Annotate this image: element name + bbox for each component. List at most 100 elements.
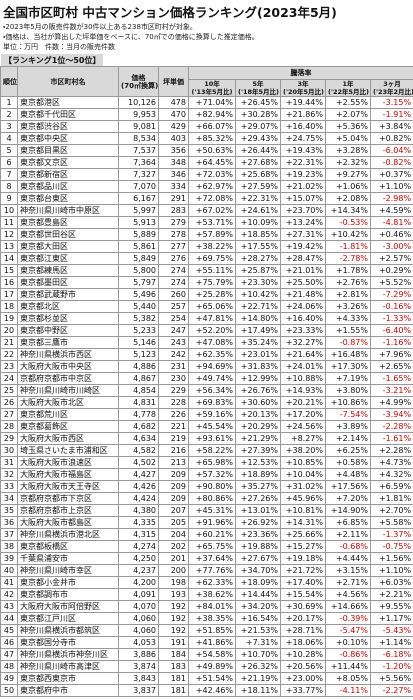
table-row: 18 東京都北区 5,440 257 +65.06% +22.71% +24.06% +3.2… bbox=[0, 300, 413, 313]
value-cell: -6.40% bbox=[369, 324, 413, 337]
value-cell: 277 bbox=[158, 240, 189, 253]
head-cell: 坪単価 bbox=[158, 66, 189, 97]
value-cell: -6.04% bbox=[369, 144, 413, 157]
value-cell: 7,364 bbox=[118, 156, 159, 169]
head-text: 3ヶ月 bbox=[383, 80, 401, 89]
value-cell: +17.20% bbox=[280, 408, 326, 421]
value-cell: 183 bbox=[158, 660, 189, 673]
value-cell: +51.85% bbox=[188, 624, 236, 637]
value-cell: +2.28% bbox=[369, 444, 413, 457]
rank-cell: 31 bbox=[0, 456, 18, 469]
value-cell: +32.27% bbox=[280, 336, 326, 349]
name-cell: 東京都葛飾区 bbox=[17, 420, 119, 433]
value-cell: +19.88% bbox=[235, 540, 281, 553]
head-text: ('23年2月比) bbox=[373, 88, 413, 96]
value-cell: +20.21% bbox=[280, 396, 326, 409]
value-cell: +19.18% bbox=[280, 552, 326, 565]
value-cell: 4,502 bbox=[118, 456, 159, 469]
value-cell: -2.98% bbox=[369, 192, 413, 205]
value-cell: +4.59% bbox=[369, 204, 413, 217]
rank-cell: 47 bbox=[0, 648, 18, 661]
table-row: 14 東京都江東区 5,849 276 +69.75% +28.27% +28.47% -2.… bbox=[0, 252, 413, 265]
value-cell: 5,233 bbox=[118, 324, 159, 337]
name-cell: 大阪府大阪市西区 bbox=[17, 432, 119, 445]
value-cell: -1.37% bbox=[369, 528, 413, 541]
value-cell: 257 bbox=[158, 300, 189, 313]
value-cell: 204 bbox=[158, 528, 189, 541]
table-row: 19 東京都杉並区 5,382 254 +47.81% +14.80% +16.40% +4.… bbox=[0, 312, 413, 325]
value-cell: +3.15% bbox=[325, 564, 371, 577]
value-cell: +25.28% bbox=[188, 288, 236, 301]
value-cell: 274 bbox=[158, 264, 189, 277]
value-cell: +12.99% bbox=[235, 372, 281, 385]
table-row: 23 大阪府大阪市中央区 4,886 231 +94.69% +31.83% +24.01%… bbox=[0, 360, 413, 373]
value-cell: 478 bbox=[158, 96, 189, 109]
value-cell: +69.75% bbox=[188, 252, 236, 265]
value-cell: 229 bbox=[158, 384, 189, 397]
value-cell: +25.50% bbox=[280, 276, 326, 289]
value-cell: 279 bbox=[158, 216, 189, 229]
value-cell: +23.70% bbox=[280, 204, 326, 217]
name-cell: 京都府京都市中京区 bbox=[17, 372, 119, 385]
value-cell: 209 bbox=[158, 480, 189, 493]
value-cell: 4,831 bbox=[118, 396, 159, 409]
value-cell: +72.03% bbox=[188, 168, 236, 181]
rank-cell: 2 bbox=[0, 108, 18, 121]
rank-cell: 39 bbox=[0, 552, 18, 565]
value-cell: +26.45% bbox=[235, 96, 281, 109]
value-cell: 4,380 bbox=[118, 504, 159, 517]
value-cell: 4,335 bbox=[118, 516, 159, 529]
value-cell: +20.56% bbox=[280, 660, 326, 673]
table-row: 2 東京都千代田区 9,953 470 +82.94% +30.28% +21.86% +2.… bbox=[0, 108, 413, 121]
table-row: 35 京都府京都市上京区 4,380 207 +45.31% +13.01% +10.81%… bbox=[0, 504, 413, 517]
value-cell: 4,250 bbox=[118, 552, 159, 565]
table-row: 24 京都府京都市中京区 4,867 230 +49.74% +12.99% +10.88%… bbox=[0, 372, 413, 385]
value-cell: -7.54% bbox=[325, 408, 371, 421]
value-cell: 4,427 bbox=[118, 468, 159, 481]
value-cell: +15.54% bbox=[280, 588, 326, 601]
name-cell: 東京都世田谷区 bbox=[17, 228, 119, 241]
name-cell: 東京都国分寺市 bbox=[17, 636, 119, 649]
value-cell: +21.48% bbox=[280, 288, 326, 301]
rank-cell: 24 bbox=[0, 372, 18, 385]
value-cell: +5.04% bbox=[325, 132, 371, 145]
head-cell: 市区町村名 bbox=[17, 66, 119, 97]
value-cell: 209 bbox=[158, 492, 189, 505]
value-cell: -5.43% bbox=[369, 624, 413, 637]
value-cell: +30.28% bbox=[235, 108, 281, 121]
value-cell: 4,060 bbox=[118, 612, 159, 625]
value-cell: +54.58% bbox=[188, 648, 236, 661]
name-cell: 神奈川県横浜市港北区 bbox=[17, 528, 119, 541]
value-cell: +9.55% bbox=[369, 600, 413, 613]
value-cell: +1.10% bbox=[369, 564, 413, 577]
value-cell: 3,837 bbox=[118, 684, 159, 697]
value-cell: +35.24% bbox=[235, 336, 281, 349]
value-cell: +1.56% bbox=[369, 552, 413, 565]
value-cell: 5,913 bbox=[118, 216, 159, 229]
value-cell: 5,440 bbox=[118, 300, 159, 313]
value-cell: +2.70% bbox=[369, 504, 413, 517]
value-cell: +21.86% bbox=[280, 108, 326, 121]
name-cell: 東京都目黒区 bbox=[17, 144, 119, 157]
value-cell: 4,854 bbox=[118, 384, 159, 397]
value-cell: +6.85% bbox=[325, 516, 371, 529]
value-cell: +59.16% bbox=[188, 408, 236, 421]
value-cell: 4,315 bbox=[118, 528, 159, 541]
value-cell: +16.54% bbox=[235, 612, 281, 625]
table-head: 順位 市区町村名 価格 (70㎡換算) 坪単価 騰落率 10年 ('13年5月比) 5… bbox=[0, 66, 413, 97]
head-text: 3年 bbox=[297, 80, 309, 89]
value-cell: 274 bbox=[158, 276, 189, 289]
table-row: 37 神奈川県横浜市港北区 4,315 204 +60.21% +23.36% +25.66… bbox=[0, 528, 413, 541]
value-cell: -0.39% bbox=[325, 612, 371, 625]
value-cell: 201 bbox=[158, 552, 189, 565]
value-cell: 247 bbox=[158, 324, 189, 337]
table-row: 17 東京都武蔵野市 5,496 260 +25.28% +10.42% +21.48% +2… bbox=[0, 288, 413, 301]
value-cell: 5,123 bbox=[118, 348, 159, 361]
value-cell: +19.43% bbox=[280, 144, 326, 157]
head-text: ('22年5月比) bbox=[328, 88, 369, 96]
value-cell: +2.32% bbox=[325, 156, 371, 169]
value-cell: +2.76% bbox=[325, 276, 371, 289]
rank-cell: 28 bbox=[0, 420, 18, 433]
value-cell: 7,327 bbox=[118, 168, 159, 181]
table-row: 9 東京都台東区 6,167 291 +72.08% +22.31% +15.07% +2.0… bbox=[0, 192, 413, 205]
